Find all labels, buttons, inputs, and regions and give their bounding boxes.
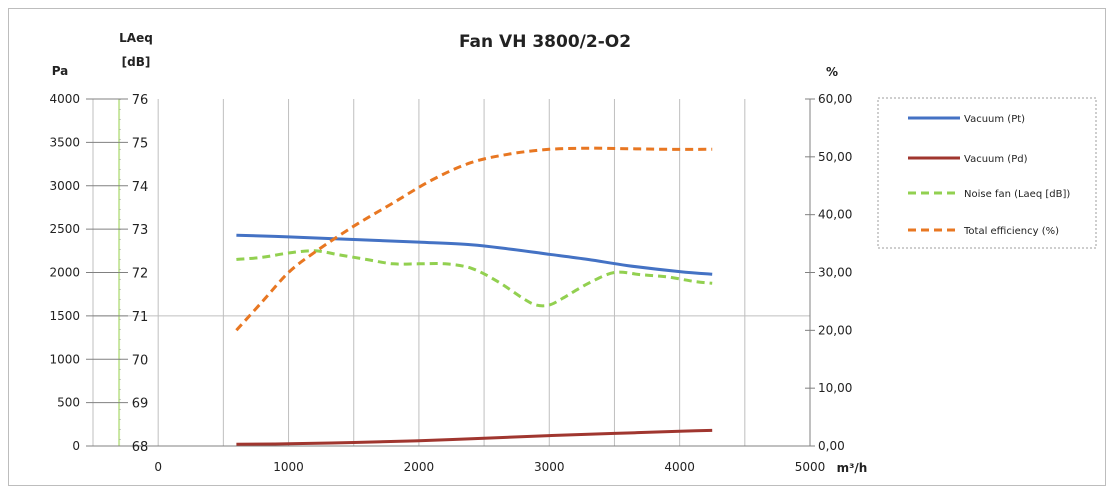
laeq-axis-label-line2: [dB] xyxy=(122,55,151,69)
x-tick-label: 2000 xyxy=(404,460,435,474)
pct-tick-label: 50,00 xyxy=(818,150,852,164)
legend-box xyxy=(877,97,1097,249)
legend: Vacuum (Pt) Vacuum (Pd) Noise fan (Laeq [d… xyxy=(877,97,1097,249)
laeq-axis-label-line1: LAeq xyxy=(119,31,153,45)
pct-tick-label: 20,00 xyxy=(818,323,852,337)
laeq-tick-label: 73 xyxy=(132,223,149,238)
pa-tick-label: 3500 xyxy=(49,135,80,149)
series-line xyxy=(236,233,713,276)
pct-tick-label: 60,00 xyxy=(818,92,852,106)
pa-tick-label: 2000 xyxy=(49,266,80,280)
laeq-tick-label: 68 xyxy=(132,440,149,455)
laeq-tick-label: 72 xyxy=(132,267,149,282)
x-axis-label: m³/h xyxy=(837,461,868,475)
axis-layer: 0 1000 2000 3000 4000 5000 0 500 1000 1500 2000 250… xyxy=(49,92,852,474)
series-line xyxy=(236,249,713,308)
laeq-tick-label: 71 xyxy=(132,310,149,325)
legend-label: Vacuum (Pt) xyxy=(964,114,1025,125)
laeq-tick-label: 69 xyxy=(132,397,149,412)
pa-tick-label: 500 xyxy=(57,396,80,410)
series-line xyxy=(236,428,713,446)
pct-tick-label: 30,00 xyxy=(818,266,852,280)
legend-label: Noise fan (Laeq [dB]) xyxy=(964,189,1070,200)
laeq-tick-label: 75 xyxy=(132,136,149,151)
legend-label: Vacuum (Pd) xyxy=(964,154,1028,165)
pct-tick-label: 10,00 xyxy=(818,381,852,395)
series-layer xyxy=(235,146,713,446)
pa-tick-label: 1500 xyxy=(49,309,80,323)
chart-title: Fan VH 3800/2-O2 xyxy=(459,32,631,52)
laeq-tick-label: 74 xyxy=(132,180,149,195)
pa-tick-label: 4000 xyxy=(49,92,80,106)
pa-axis-label: Pa xyxy=(52,64,69,78)
pa-tick-label: 0 xyxy=(72,439,80,453)
laeq-tick-label: 76 xyxy=(132,93,149,108)
x-tick-label: 0 xyxy=(154,460,162,474)
x-tick-label: 5000 xyxy=(795,460,826,474)
pct-tick-label: 40,00 xyxy=(818,208,852,222)
x-tick-label: 1000 xyxy=(273,460,304,474)
pct-tick-label: 0,00 xyxy=(818,439,845,453)
laeq-tick-label: 70 xyxy=(132,353,149,368)
x-tick-label: 4000 xyxy=(664,460,695,474)
pa-tick-label: 1000 xyxy=(49,352,80,366)
pct-axis-label: % xyxy=(826,65,838,79)
series-line xyxy=(235,146,713,332)
pa-tick-label: 2500 xyxy=(49,222,80,236)
legend-label: Total efficiency (%) xyxy=(963,226,1059,237)
x-tick-label: 3000 xyxy=(534,460,565,474)
pa-tick-label: 3000 xyxy=(49,179,80,193)
